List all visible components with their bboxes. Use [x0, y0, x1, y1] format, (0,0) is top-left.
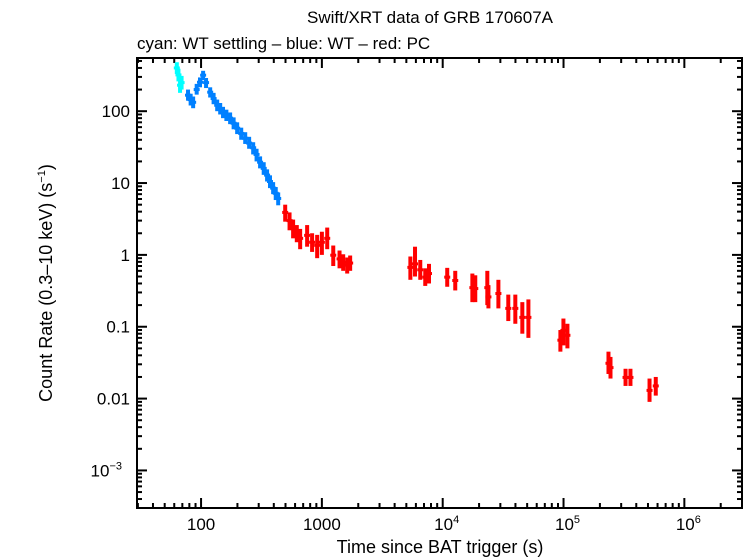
chart-title: Swift/XRT data of GRB 170607A	[307, 8, 554, 27]
y-tick-label: 100	[102, 102, 130, 121]
y-axis-label-end: )	[36, 164, 56, 170]
y-axis-label: Count Rate (0.3–10 keV) (s−1)	[36, 164, 56, 402]
series-wt-settling	[173, 62, 185, 93]
axis-ticks: 100 1000 104 105 106 100 10 1 0.1 0.01 10−3	[91, 58, 743, 534]
y-tick-label: 1	[121, 246, 130, 265]
x-tick-label: 100	[187, 515, 215, 534]
x-axis-label: Time since BAT trigger (s)	[337, 537, 544, 557]
data-points	[173, 62, 659, 402]
y-tick-label: 10	[111, 174, 130, 193]
x-tick-label: 105	[555, 514, 580, 534]
series-wt	[185, 70, 282, 206]
series-pc	[282, 204, 659, 402]
y-axis-label-sup: −1	[36, 170, 48, 183]
plot-frame	[136, 57, 743, 509]
y-tick-label: 0.1	[106, 318, 130, 337]
chart-subtitle: cyan: WT settling – blue: WT – red: PC	[137, 34, 430, 53]
x-tick-label: 1000	[303, 515, 341, 534]
x-tick-label: 104	[434, 514, 459, 534]
y-tick-label: 10−3	[91, 460, 122, 480]
y-tick-label: 0.01	[97, 390, 130, 409]
y-axis-label-main: Count Rate (0.3–10 keV) (s	[36, 183, 56, 402]
x-tick-label: 106	[676, 514, 701, 534]
